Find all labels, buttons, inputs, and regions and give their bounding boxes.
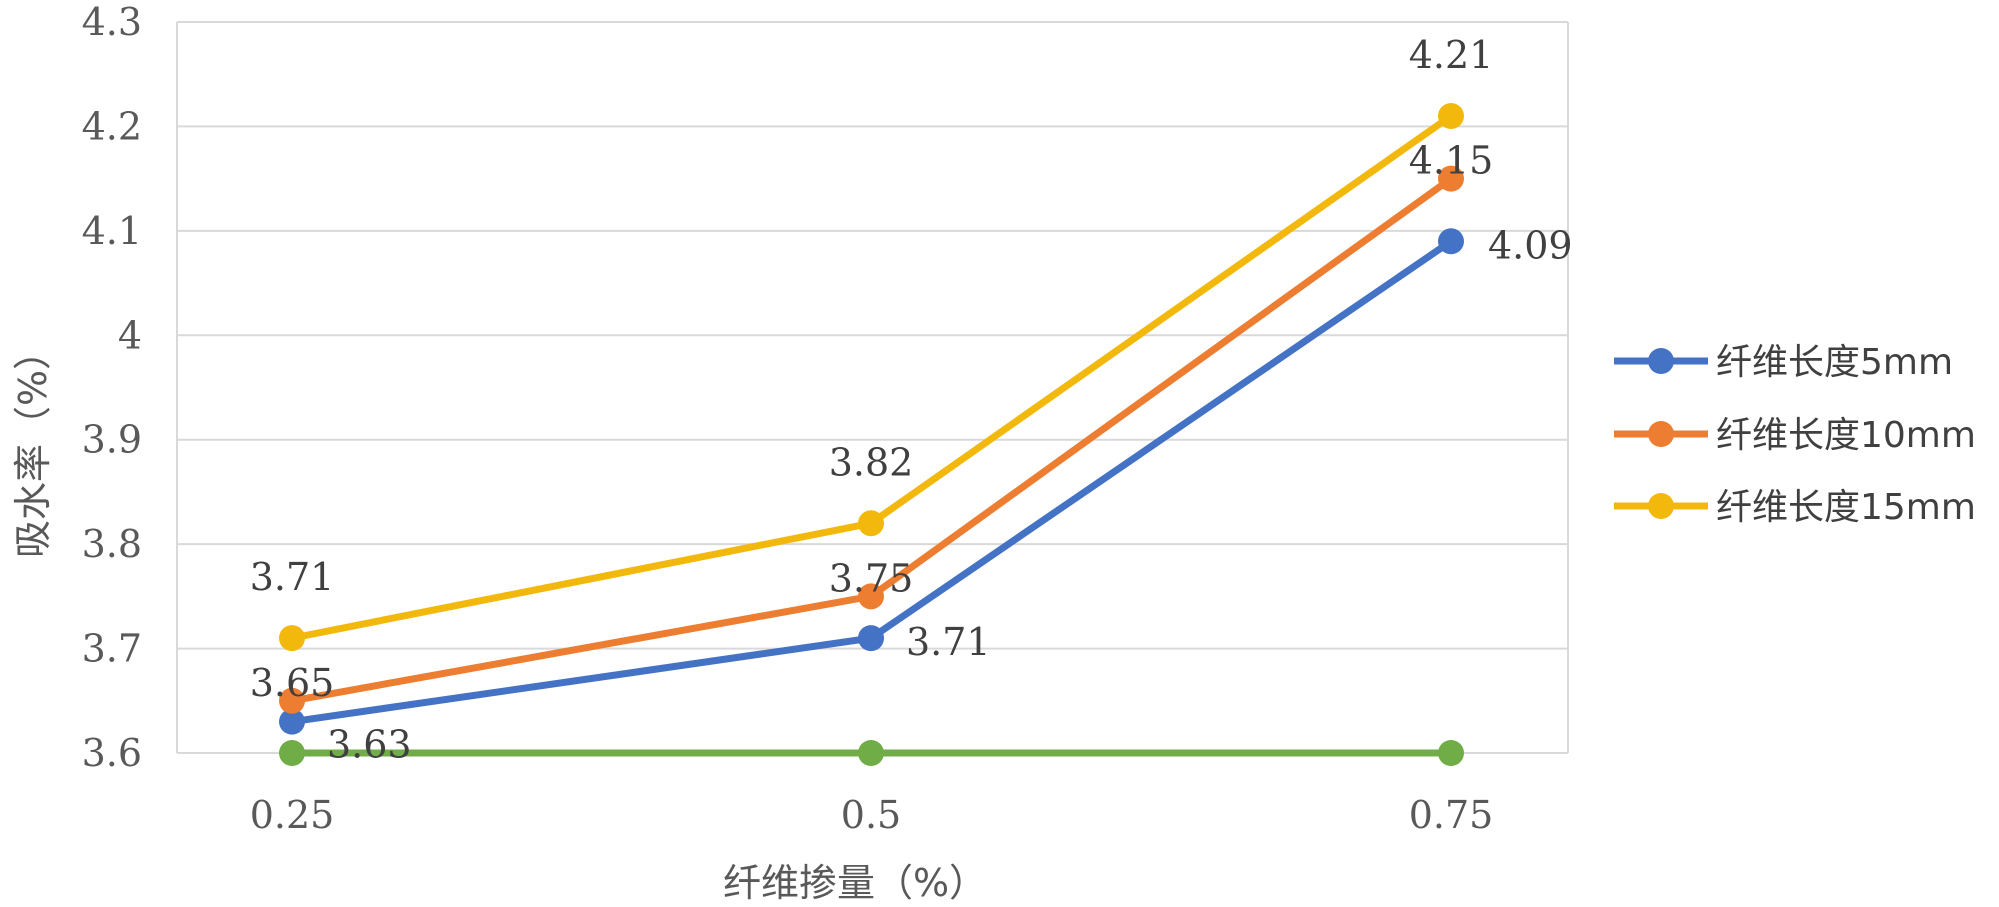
data-point — [1438, 165, 1464, 192]
y-axis-tick-labels: 3.6 3.7 3.8 3.9 4 4.1 4.2 4.3 — [82, 0, 142, 775]
data-labels: 3.63 3.71 4.09 3.65 3.75 4.15 3.71 3.82 4.21 — [250, 33, 1573, 767]
legend-label: 纤维长度10mm — [1716, 415, 1976, 456]
x-axis-tick-labels: 0.25 0.5 0.75 — [250, 793, 1494, 837]
data-point — [1438, 228, 1464, 255]
series-1 — [279, 228, 1464, 735]
data-label: 4.09 — [1488, 223, 1573, 267]
legend-item: 纤维长度15mm — [1614, 487, 1976, 528]
legend-label: 纤维长度5mm — [1716, 342, 1953, 383]
x-tick-label: 0.25 — [250, 793, 335, 837]
data-point — [279, 625, 305, 652]
data-label: 3.82 — [829, 440, 914, 484]
data-point — [279, 708, 305, 735]
gridlines — [176, 21, 1569, 754]
legend-marker — [1648, 421, 1674, 447]
y-tick-label: 4.3 — [82, 0, 142, 44]
x-tick-label: 0.75 — [1409, 793, 1494, 837]
x-axis-title: 纤维掺量（%） — [723, 861, 987, 905]
data-point — [858, 583, 884, 610]
y-tick-label: 3.8 — [82, 522, 142, 566]
y-axis-title: 吸水率（%） — [11, 332, 55, 558]
legend-marker — [1648, 348, 1674, 374]
data-label: 3.71 — [906, 620, 991, 664]
data-label: 3.63 — [327, 723, 412, 767]
y-tick-label: 4 — [118, 313, 142, 357]
y-tick-label: 3.6 — [82, 731, 142, 775]
data-point — [279, 740, 305, 766]
data-point — [858, 625, 884, 652]
y-tick-label: 4.1 — [82, 209, 142, 253]
series-4 — [279, 740, 1464, 766]
series-2 — [279, 165, 1464, 714]
y-tick-label: 4.2 — [82, 104, 142, 148]
data-label: 3.65 — [250, 661, 335, 705]
data-point — [858, 510, 884, 537]
data-point — [858, 740, 884, 766]
data-label: 3.71 — [250, 555, 335, 599]
legend-marker — [1648, 493, 1674, 519]
data-label: 3.75 — [829, 556, 914, 600]
series-3 — [279, 102, 1464, 652]
legend-label: 纤维长度15mm — [1716, 487, 1976, 528]
legend-item: 纤维长度5mm — [1614, 342, 1953, 383]
data-point — [1438, 740, 1464, 766]
y-tick-label: 3.7 — [82, 627, 142, 671]
x-tick-label: 0.5 — [841, 793, 901, 837]
series-group — [279, 102, 1464, 766]
data-point — [1438, 102, 1464, 129]
legend-item: 纤维长度10mm — [1614, 415, 1976, 456]
data-label: 4.15 — [1409, 139, 1494, 183]
data-point — [279, 687, 305, 714]
legend: 纤维长度5mm 纤维长度10mm 纤维长度15mm — [1614, 342, 1976, 528]
data-label: 4.21 — [1409, 33, 1494, 77]
y-tick-label: 3.9 — [82, 418, 142, 462]
